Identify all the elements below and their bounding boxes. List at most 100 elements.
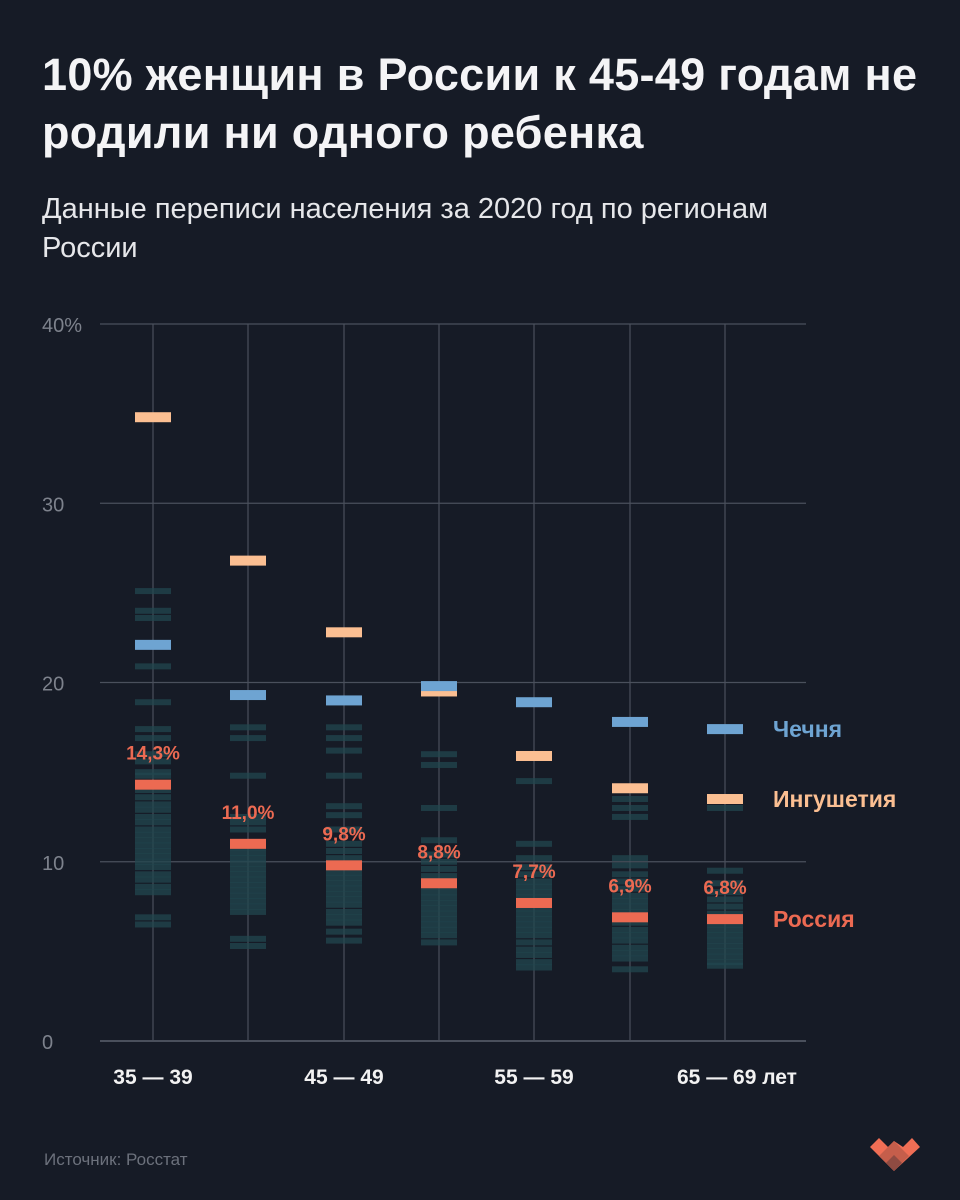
region-mark xyxy=(135,813,171,820)
series-mark-chechnya xyxy=(612,716,648,727)
region-mark xyxy=(612,944,648,951)
series-mark-russia xyxy=(135,779,171,790)
region-mark xyxy=(326,812,362,819)
region-mark xyxy=(707,948,743,955)
region-mark xyxy=(707,804,743,811)
region-mark xyxy=(230,903,266,910)
y-tick-label: 0 xyxy=(42,1032,53,1054)
region-mark xyxy=(135,588,171,595)
x-tick-label: 55 — 59 xyxy=(494,1066,573,1089)
region-mark xyxy=(230,819,266,826)
region-mark xyxy=(707,921,743,928)
region-mark xyxy=(135,772,171,779)
region-mark xyxy=(326,874,362,881)
region-mark xyxy=(135,871,171,878)
data-label-russia: 11,0% xyxy=(222,803,275,824)
region-mark xyxy=(707,932,743,939)
region-mark xyxy=(326,928,362,935)
y-tick-label: 40% xyxy=(42,315,82,337)
region-mark xyxy=(421,851,457,858)
region-mark xyxy=(230,860,266,867)
region-mark xyxy=(135,801,171,808)
region-mark xyxy=(135,889,171,896)
region-mark xyxy=(421,910,457,917)
page-title: 10% женщин в России к 45-49 годам не род… xyxy=(42,49,918,158)
region-mark xyxy=(612,804,648,811)
series-mark-ingushetia xyxy=(612,783,648,794)
region-mark xyxy=(135,735,171,742)
region-mark xyxy=(230,826,266,833)
region-mark xyxy=(516,921,552,928)
region-mark xyxy=(707,937,743,944)
region-mark xyxy=(230,849,266,856)
region-mark xyxy=(421,894,457,901)
region-mark xyxy=(135,831,171,838)
region-mark xyxy=(135,607,171,614)
series-mark-ingushetia xyxy=(707,794,743,805)
region-mark xyxy=(421,858,457,865)
region-mark xyxy=(230,735,266,742)
region-mark xyxy=(326,919,362,926)
region-mark xyxy=(135,864,171,871)
region-mark xyxy=(516,946,552,953)
series-mark-ingushetia xyxy=(135,412,171,423)
region-mark xyxy=(230,855,266,862)
region-mark xyxy=(612,878,648,885)
region-mark xyxy=(516,840,552,847)
region-mark xyxy=(421,865,457,872)
region-mark xyxy=(612,926,648,933)
region-mark xyxy=(326,772,362,779)
series-mark-ingushetia xyxy=(421,686,457,697)
region-mark xyxy=(230,942,266,949)
page-subtitle: Данные переписи населения за 2020 год по… xyxy=(42,193,769,264)
region-mark xyxy=(135,819,171,826)
region-mark xyxy=(230,865,266,872)
region-mark xyxy=(421,761,457,768)
region-mark xyxy=(230,898,266,905)
y-tick-label: 20 xyxy=(42,674,64,696)
region-mark xyxy=(326,847,362,854)
region-mark xyxy=(326,908,362,915)
brand-logo-icon xyxy=(870,1138,920,1171)
source-note: Источник: Росстат xyxy=(44,1150,188,1169)
data-label-russia: 6,9% xyxy=(608,876,651,897)
region-mark xyxy=(326,855,362,862)
region-mark xyxy=(230,813,266,820)
region-mark xyxy=(135,726,171,733)
region-mark xyxy=(421,905,457,912)
region-mark xyxy=(326,885,362,892)
region-mark xyxy=(516,951,552,958)
series-mark-chechnya xyxy=(516,697,552,708)
region-mark xyxy=(135,826,171,833)
x-tick-label: 45 — 49 xyxy=(304,1066,383,1089)
region-mark xyxy=(230,892,266,899)
region-mark xyxy=(707,959,743,966)
region-mark xyxy=(516,910,552,917)
region-mark xyxy=(230,882,266,889)
region-mark xyxy=(326,840,362,847)
region-mark xyxy=(421,939,457,946)
region-mark xyxy=(612,892,648,899)
region-mark xyxy=(326,735,362,742)
region-mark xyxy=(516,889,552,896)
region-mark xyxy=(516,894,552,901)
series-mark-russia xyxy=(707,914,743,925)
region-mark xyxy=(612,919,648,926)
region-mark xyxy=(612,903,648,910)
series-mark-russia xyxy=(612,912,648,923)
region-mark xyxy=(612,796,648,803)
region-mark xyxy=(612,855,648,862)
series-mark-chechnya xyxy=(135,639,171,650)
region-mark xyxy=(135,663,171,670)
region-mark xyxy=(516,855,552,862)
legend: Чечня Ингушетия Россия xyxy=(773,716,896,932)
region-mark xyxy=(230,908,266,915)
region-mark xyxy=(707,926,743,933)
region-mark xyxy=(230,876,266,883)
region-mark xyxy=(326,724,362,731)
data-label-russia: 9,8% xyxy=(322,824,365,845)
region-mark xyxy=(326,896,362,903)
region-mark xyxy=(135,842,171,849)
legend-label-chechnya: Чечня xyxy=(773,716,842,742)
region-mark xyxy=(326,747,362,754)
